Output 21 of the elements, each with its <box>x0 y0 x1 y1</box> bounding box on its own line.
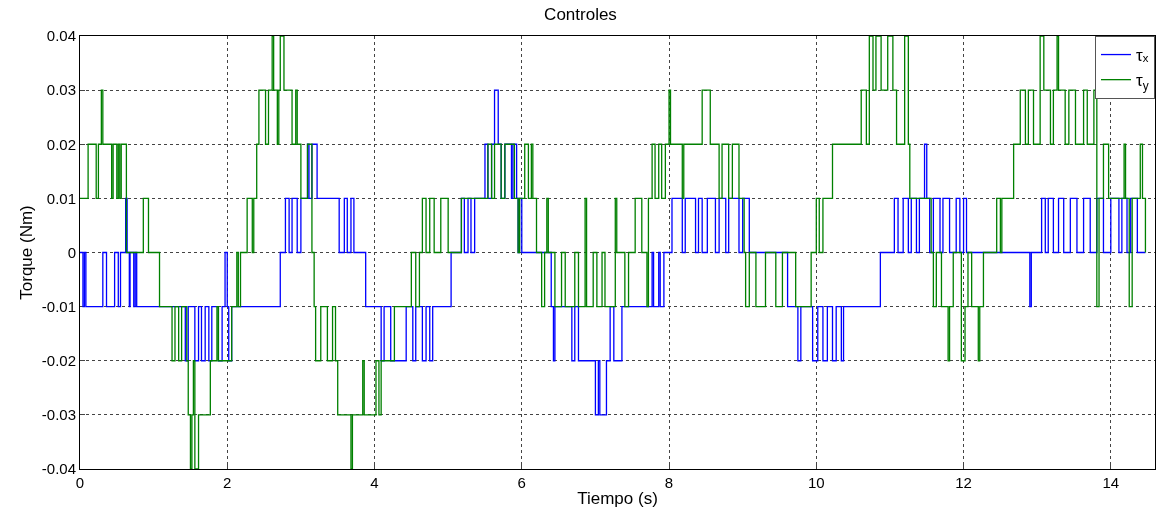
y-tick-label: 0.04 <box>46 27 76 45</box>
y-tick-label: -0.04 <box>41 460 76 478</box>
x-tick-label: 6 <box>517 474 526 491</box>
legend-label: τₓ <box>1136 46 1149 66</box>
legend-label: τ$_{y}$ <box>1136 71 1149 93</box>
x-tick-label: 12 <box>955 474 972 491</box>
chart-title: Controles <box>544 4 617 24</box>
y-tick-label: 0.01 <box>46 189 76 207</box>
x-tick-label: 8 <box>664 474 674 491</box>
y-tick-label: -0.03 <box>41 406 76 424</box>
x-tick-label: 14 <box>1102 474 1120 491</box>
y-axis-title: Torque (Nm) <box>17 205 37 300</box>
x-axis-title: Tiempo (s) <box>577 489 658 509</box>
y-tick-label: -0.02 <box>41 352 76 369</box>
y-tick-label: 0 <box>67 243 76 261</box>
x-tick-label: 2 <box>223 474 232 491</box>
x-tick-label: 10 <box>807 474 825 491</box>
y-tick-label: -0.01 <box>41 297 76 315</box>
y-tick-label: 0.03 <box>46 81 76 99</box>
x-tick-label: 4 <box>370 474 379 491</box>
y-tick-label: 0.02 <box>46 135 76 153</box>
